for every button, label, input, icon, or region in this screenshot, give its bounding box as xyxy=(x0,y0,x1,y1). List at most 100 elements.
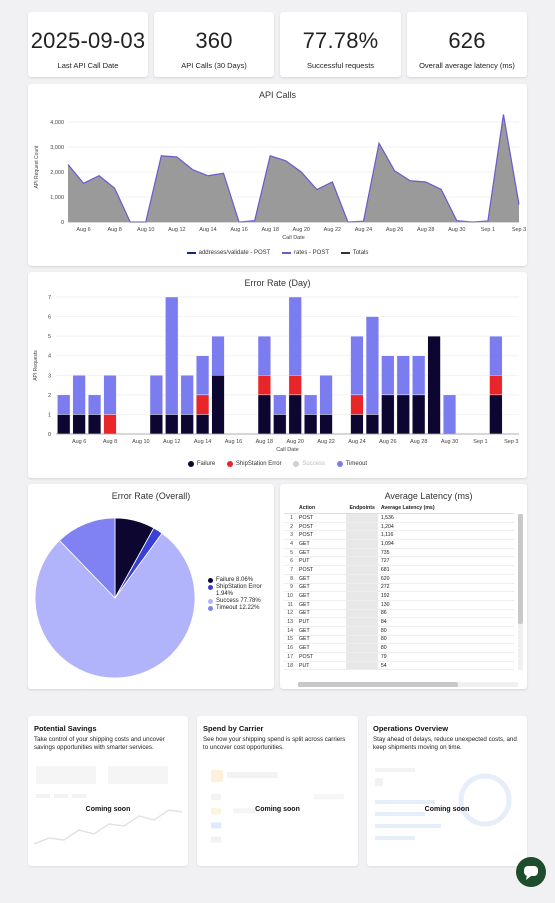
promo-description: Stay ahead of delays, reduce unexpected … xyxy=(373,736,517,751)
bar-segment xyxy=(489,394,503,435)
table-row[interactable]: 16 GET 80 xyxy=(284,643,514,653)
legend-item[interactable]: Failure xyxy=(187,461,215,467)
bar-segment xyxy=(149,375,163,415)
col-action[interactable]: Action xyxy=(296,503,347,514)
pie-legend-item[interactable]: ShipStation Error 1.94% xyxy=(208,584,262,598)
bar-segment xyxy=(211,335,225,376)
cell-action: POST xyxy=(296,530,347,541)
pie-legend-item[interactable]: Failure 8.06% xyxy=(208,577,262,584)
col-endpoints[interactable]: Endpoints xyxy=(346,503,378,514)
col-latency[interactable]: Average Latency (ms) xyxy=(377,503,514,514)
pie-legend-item[interactable]: Success 77.78% xyxy=(208,598,262,605)
kpi-label: Successful requests xyxy=(306,61,375,70)
legend-swatch xyxy=(340,252,350,254)
table-row[interactable]: 10 GET 192 xyxy=(284,591,514,601)
table-row[interactable]: 5 GET 735 xyxy=(284,548,514,558)
legend-item[interactable]: Totals xyxy=(340,250,369,256)
cell-latency: 80 xyxy=(377,635,514,645)
kpi-label: Last API Call Date xyxy=(57,61,119,70)
error-rate-legend: Failure ShipStation Error Success Timeou… xyxy=(28,461,527,469)
table-row[interactable]: 2 POST 1,204 xyxy=(284,522,514,532)
coming-soon-label: Coming soon xyxy=(85,806,131,813)
table-row[interactable]: 7 POST 681 xyxy=(284,565,514,575)
row-index: 13 xyxy=(284,617,296,627)
table-row[interactable]: 15 GET 80 xyxy=(284,635,514,645)
legend-pct: 8.06% xyxy=(236,577,254,583)
cell-endpoint-redacted xyxy=(346,661,378,671)
horizontal-scrollbar-track[interactable] xyxy=(298,682,518,687)
table-row[interactable]: 3 POST 1,116 xyxy=(284,530,514,541)
legend-label: Failure xyxy=(216,577,235,583)
bar-segment xyxy=(365,414,379,435)
table-row[interactable]: 11 GET 130 xyxy=(284,600,514,610)
legend-item[interactable]: rates - POST xyxy=(282,250,329,256)
table-row[interactable]: 12 GET 86 xyxy=(284,609,514,619)
legend-label: Totals xyxy=(352,250,369,256)
legend-item[interactable]: Timeout xyxy=(336,461,367,467)
y-tick-label: 4 xyxy=(48,354,51,360)
series-area-totals xyxy=(68,114,519,222)
legend-item[interactable]: Success xyxy=(293,461,325,467)
legend-label: rates - POST xyxy=(294,250,330,256)
kpi-label: Overall average latency (ms) xyxy=(419,61,515,70)
x-tick-label: Aug 26 xyxy=(379,439,396,445)
vertical-scrollbar-track[interactable] xyxy=(518,514,523,670)
row-index: 16 xyxy=(284,643,296,653)
bar-segment xyxy=(427,335,441,435)
kpi-success-rate: 77.78% Successful requests xyxy=(280,12,401,77)
table-row[interactable]: 9 GET 272 xyxy=(284,583,514,593)
bar-segment xyxy=(149,414,163,435)
kpi-label: API Calls (30 Days) xyxy=(181,61,247,70)
cell-endpoint-redacted xyxy=(346,600,378,610)
col-index xyxy=(284,503,296,514)
y-tick-label: 0 xyxy=(48,432,51,438)
pie-legend-item[interactable]: Timeout 12.22% xyxy=(208,605,262,612)
table-row[interactable]: 18 PUT 54 xyxy=(284,661,514,671)
row-index: 3 xyxy=(284,530,296,541)
horizontal-scrollbar-thumb[interactable] xyxy=(298,682,458,687)
legend-swatch xyxy=(208,599,213,604)
cell-action: PUT xyxy=(296,661,347,671)
table-row[interactable]: 8 GET 620 xyxy=(284,574,514,584)
legend-label: ShipStation Error xyxy=(235,461,282,467)
cell-endpoint-redacted xyxy=(346,617,378,627)
cell-action: GET xyxy=(296,600,347,610)
api-calls-chart: 0 1,000 2,000 3,000 4,000 Aug 6 Aug 8 Aug 10 Aug… xyxy=(34,114,526,241)
x-tick-label: Aug 6 xyxy=(72,439,86,445)
bar-segment xyxy=(412,355,426,396)
table-row[interactable]: 13 PUT 84 xyxy=(284,617,514,627)
bar-segment xyxy=(257,335,271,376)
x-tick-label: Aug 12 xyxy=(168,227,185,233)
operations-preview-graphic xyxy=(375,768,512,840)
chat-icon xyxy=(524,866,538,880)
legend-item[interactable]: addresses/validate - POST xyxy=(186,250,271,256)
chat-launcher-button[interactable] xyxy=(516,857,546,887)
table-row[interactable]: 4 GET 1,094 xyxy=(284,539,514,549)
cell-latency: 727 xyxy=(377,556,514,567)
legend-pct: 1.94% xyxy=(216,591,234,597)
vertical-scrollbar-thumb[interactable] xyxy=(518,514,523,624)
legend-swatch xyxy=(336,461,343,467)
error-rate-overall-card: Error Rate (Overall) Failure 8.06% ShipS… xyxy=(28,484,274,689)
table-row[interactable]: 1 POST 1,536 xyxy=(284,513,514,523)
legend-label: addresses/validate - POST xyxy=(198,250,271,256)
x-tick-label: Sep 1 xyxy=(481,227,495,233)
bar-segment xyxy=(412,394,426,435)
bar-segment xyxy=(443,394,457,435)
cell-latency: 192 xyxy=(377,591,514,601)
bar-segment xyxy=(350,335,364,396)
table-row[interactable]: 17 POST 79 xyxy=(284,652,514,662)
table-row[interactable]: 14 GET 80 xyxy=(284,626,514,636)
y-tick-label: 1 xyxy=(48,412,51,418)
chart-title: Error Rate (Overall) xyxy=(111,491,191,501)
error-rate-day-card: Error Rate (Day) 0 1 2 3 4 5 6 7 Aug 6 Aug 8 Aug 1… xyxy=(28,272,527,478)
bar-segment xyxy=(88,394,102,415)
cell-action: POST xyxy=(296,565,347,575)
x-axis-title: Call Date xyxy=(276,447,299,453)
cell-latency: 620 xyxy=(377,574,514,584)
x-tick-label: Aug 12 xyxy=(163,439,180,445)
legend-item[interactable]: ShipStation Error xyxy=(226,461,282,467)
table-row[interactable]: 6 PUT 727 xyxy=(284,556,514,567)
